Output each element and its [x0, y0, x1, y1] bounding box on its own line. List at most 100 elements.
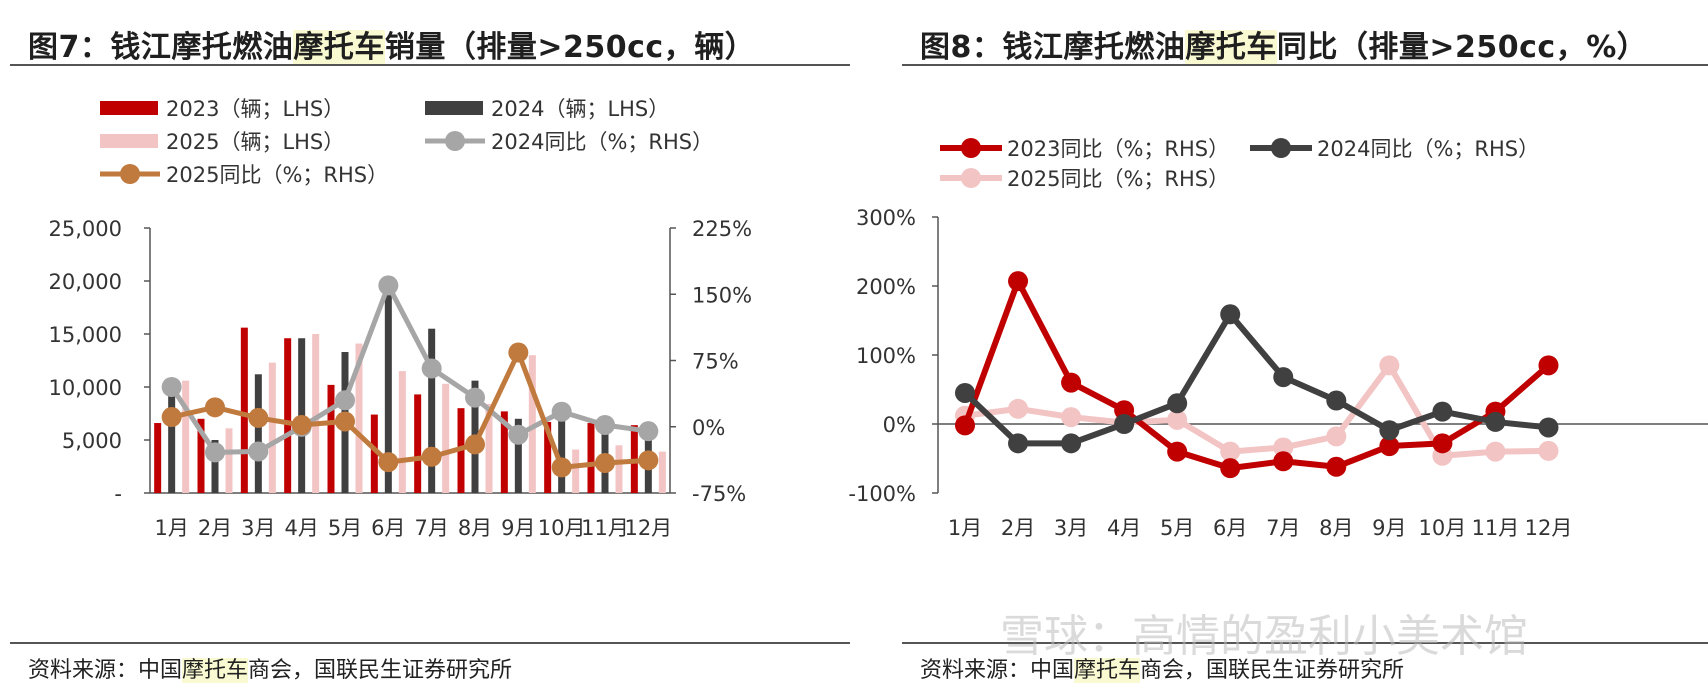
point-2024-yoy: [1379, 420, 1400, 441]
point-2025-yoy: [205, 397, 225, 418]
x-tick-label: 10月: [538, 516, 586, 540]
right-source-note: 资料来源：中国摩托车商会，国联民生证券研究所: [920, 652, 1404, 684]
bar-2023: [370, 414, 378, 493]
bar-2025: [572, 449, 580, 493]
point-2024-yoy: [161, 377, 182, 397]
point-2023-yoy: [1008, 271, 1029, 292]
point-2025-yoy: [551, 457, 572, 478]
line-2023-yoy: [962, 278, 1551, 472]
point-2025-yoy: [638, 450, 659, 471]
point-2025-yoy: [1538, 440, 1559, 461]
left-title-prefix: 图7：钱江摩托燃油: [28, 30, 294, 65]
bar-2024: [514, 418, 522, 493]
bar-2025: [182, 380, 190, 493]
point-2024-yoy: [205, 442, 225, 463]
legend-label: 2023同比（%；RHS）: [1007, 137, 1229, 161]
right-source-divider: [902, 642, 1708, 644]
legend-bar-swatch: [100, 134, 158, 148]
x-tick-label: 6月: [1213, 516, 1247, 540]
point-2024-yoy: [1008, 433, 1029, 454]
left-chart-svg: 25,000 20,000 15,000 10,000 5,000 - 225% 150% 75…: [49, 97, 753, 540]
x-tick-label: 11月: [1472, 516, 1520, 540]
legend-label: 2024（辆；LHS）: [491, 97, 669, 121]
right-y-tick-label: 0%: [692, 416, 725, 440]
legend-bar-swatch: [425, 101, 483, 115]
x-tick-label: 6月: [371, 516, 405, 540]
point-2023-yoy: [1114, 400, 1135, 421]
point-2024-yoy: [248, 441, 269, 462]
x-tick-label: 4月: [284, 516, 318, 540]
legend-line-marker: [961, 168, 981, 188]
x-tick-label: 3月: [241, 516, 275, 540]
legend-label: 2024同比（%；RHS）: [491, 130, 713, 154]
left-y-tick-label: -: [114, 482, 122, 506]
bar-2024: [254, 374, 262, 493]
point-2025-yoy: [1220, 441, 1241, 462]
right-chart-svg: 300% 200% 100% 0% -100% 1月 2月 3月 4月 5月 6月 7月 8月 9月 10月…: [848, 137, 1708, 540]
left-source-divider: [10, 642, 850, 644]
left-y-tick-label: 25,000: [49, 217, 122, 241]
point-2023-yoy: [1167, 441, 1188, 462]
y-tick-label: 200%: [856, 275, 916, 299]
legend-bar-swatch: [100, 101, 158, 115]
point-2025-yoy: [1061, 407, 1082, 428]
right-source-prefix: 资料来源：中国: [920, 658, 1075, 683]
legend-label: 2025同比（%；RHS）: [1007, 167, 1229, 191]
point-2025-yoy: [1167, 409, 1188, 430]
point-2024-yoy: [1114, 414, 1135, 434]
legend-line-marker: [445, 131, 465, 151]
x-tick-label: 12月: [624, 516, 672, 540]
point-2024-yoy: [1167, 393, 1188, 414]
point-2024-yoy: [638, 421, 659, 442]
x-tick-label: 7月: [414, 516, 448, 540]
left-source-prefix: 资料来源：中国: [28, 658, 183, 683]
point-2025-yoy: [1485, 441, 1506, 462]
legend-label: 2025同比（%；RHS）: [166, 163, 388, 187]
bar-2023: [414, 394, 422, 493]
bar-2025: [312, 334, 320, 493]
x-tick-label: 9月: [1372, 516, 1406, 540]
bar-2023: [544, 421, 552, 493]
point-2025-yoy: [421, 446, 442, 467]
point-2025-yoy: [248, 407, 269, 428]
legend-line-marker: [1271, 138, 1291, 158]
bar-2023: [197, 418, 205, 493]
bar-2025: [485, 403, 493, 493]
legend-line-marker: [120, 164, 140, 184]
bar-2023: [284, 338, 292, 493]
x-tick-label: 10月: [1419, 516, 1467, 540]
bar-2023: [154, 423, 162, 493]
bar-2025: [615, 445, 623, 493]
point-2023-yoy: [1326, 456, 1347, 477]
x-tick-label: 3月: [1054, 516, 1088, 540]
right-source-suffix: 商会，国联民生证券研究所: [1140, 658, 1405, 683]
x-tick-label: 9月: [501, 516, 535, 540]
x-tick-label: 11月: [581, 516, 629, 540]
point-2023-yoy: [1273, 451, 1294, 472]
bar-2025: [355, 343, 363, 493]
point-2025-yoy: [291, 414, 312, 435]
point-2025-yoy: [595, 452, 615, 473]
left-source-highlight: 摩托车: [182, 658, 249, 683]
bar-2025: [398, 371, 406, 493]
y-tick-label: 300%: [856, 206, 916, 230]
point-2023-yoy: [1538, 355, 1559, 376]
point-2023-yoy: [1432, 433, 1453, 454]
left-y-tick-label: 10,000: [49, 376, 122, 400]
point-2025-yoy: [378, 452, 399, 473]
bar-2024: [558, 412, 566, 493]
right-y-tick-label: 225%: [692, 217, 752, 241]
left-title-highlight: 摩托车: [293, 30, 385, 65]
right-chart-title: 图8：钱江摩托燃油摩托车同比（排量>250cc，%）: [920, 22, 1647, 66]
point-2025-yoy: [465, 434, 485, 455]
right-y-tick-label: -75%: [692, 482, 746, 506]
point-2024-yoy: [421, 358, 442, 379]
x-tick-label: 1月: [948, 516, 982, 540]
legend-label: 2025（辆；LHS）: [166, 130, 344, 154]
legend-label: 2023（辆；LHS）: [166, 97, 344, 121]
bar-2023: [240, 327, 248, 493]
point-2025-yoy: [1008, 398, 1029, 419]
point-2023-yoy: [1379, 436, 1400, 457]
left-source-suffix: 商会，国联民生证券研究所: [248, 658, 513, 683]
x-tick-label: 8月: [458, 516, 492, 540]
